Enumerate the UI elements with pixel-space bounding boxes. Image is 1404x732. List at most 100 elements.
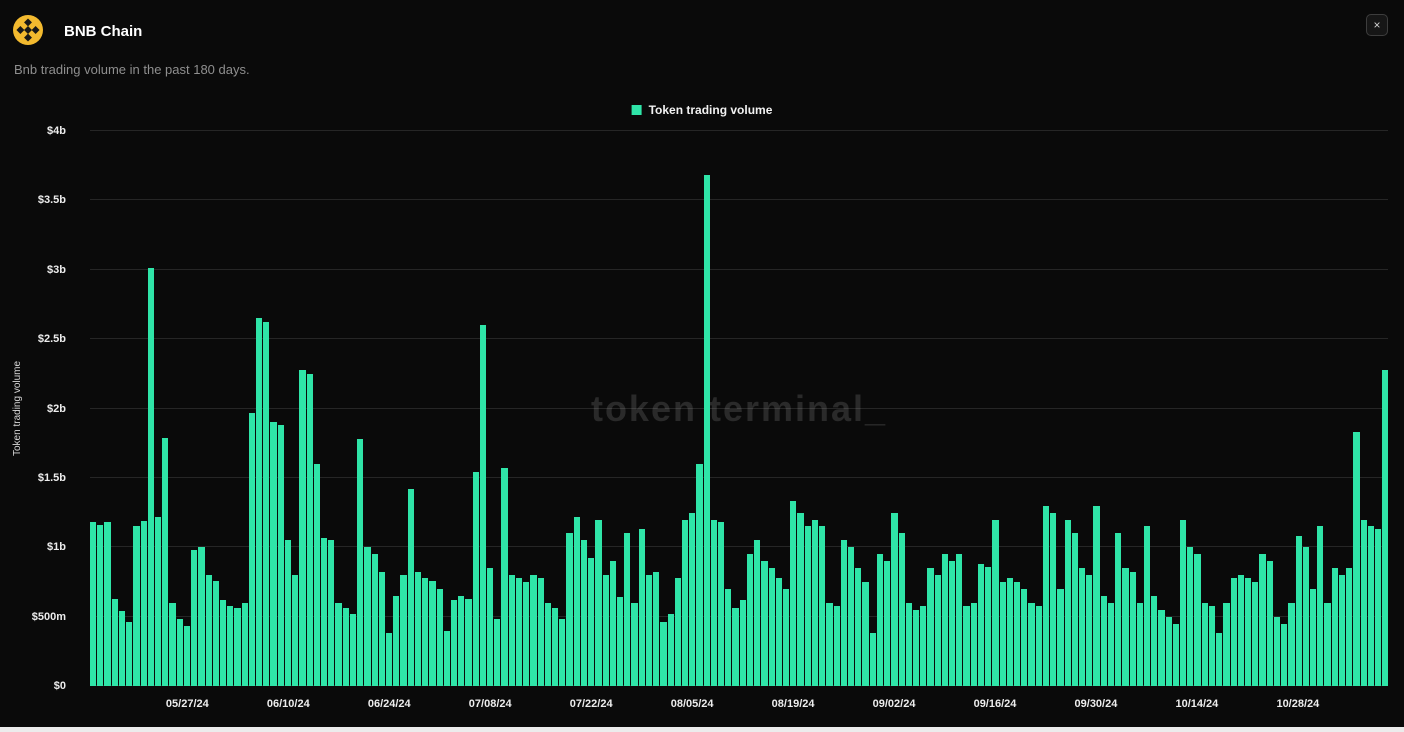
volume-bar[interactable] — [422, 577, 429, 686]
volume-bar[interactable] — [876, 554, 884, 686]
volume-bar[interactable] — [465, 598, 472, 686]
volume-bar[interactable] — [169, 602, 176, 686]
volume-bar[interactable] — [1360, 519, 1367, 686]
volume-bar[interactable] — [335, 602, 342, 686]
volume-bar[interactable] — [313, 464, 320, 686]
volume-bar[interactable] — [328, 540, 335, 686]
volume-bar[interactable] — [869, 633, 876, 686]
volume-bar[interactable] — [833, 605, 840, 686]
legend[interactable]: Token trading volume — [631, 103, 772, 117]
volume-bar[interactable] — [1172, 623, 1180, 686]
volume-bar[interactable] — [349, 613, 357, 686]
volume-bar[interactable] — [212, 580, 219, 686]
volume-bar[interactable] — [183, 626, 191, 686]
volume-bar[interactable] — [790, 501, 797, 686]
volume-bar[interactable] — [1064, 519, 1071, 686]
volume-bar[interactable] — [1122, 568, 1129, 686]
volume-bar[interactable] — [616, 597, 624, 686]
volume-bar[interactable] — [689, 512, 696, 686]
volume-bar[interactable] — [1295, 536, 1302, 686]
volume-bar[interactable] — [126, 622, 133, 686]
volume-bar[interactable] — [277, 425, 284, 686]
volume-bar[interactable] — [1317, 526, 1324, 686]
volume-bar[interactable] — [725, 588, 732, 686]
volume-bar[interactable] — [147, 268, 154, 686]
volume-bar[interactable] — [494, 619, 501, 686]
volume-bar[interactable] — [1201, 602, 1208, 686]
volume-bar[interactable] — [393, 595, 400, 686]
volume-bar[interactable] — [1035, 605, 1042, 686]
volume-bar[interactable] — [385, 633, 393, 686]
volume-bar[interactable] — [1230, 577, 1237, 686]
volume-bar[interactable] — [284, 540, 292, 686]
volume-bar[interactable] — [1245, 577, 1252, 686]
volume-bar[interactable] — [407, 488, 414, 686]
volume-bar[interactable] — [840, 540, 847, 686]
volume-bar[interactable] — [819, 526, 826, 686]
volume-bar[interactable] — [624, 533, 631, 686]
volume-bar[interactable] — [487, 568, 494, 686]
volume-bar[interactable] — [1259, 554, 1266, 686]
volume-bar[interactable] — [602, 575, 609, 686]
volume-bar[interactable] — [739, 599, 746, 686]
volume-bar[interactable] — [544, 602, 551, 686]
volume-bar[interactable] — [1252, 581, 1259, 686]
volume-bar[interactable] — [912, 609, 920, 686]
volume-bar[interactable] — [674, 577, 681, 686]
volume-bar[interactable] — [1129, 572, 1136, 686]
volume-bar[interactable] — [703, 175, 710, 686]
volume-bar[interactable] — [1216, 633, 1223, 686]
volume-bar[interactable] — [523, 581, 530, 686]
volume-bar[interactable] — [898, 533, 905, 686]
volume-bar[interactable] — [573, 516, 580, 686]
volume-bar[interactable] — [436, 588, 443, 686]
volume-bar[interactable] — [1086, 575, 1093, 686]
volume-bar[interactable] — [472, 472, 479, 686]
volume-bar[interactable] — [1107, 602, 1115, 686]
volume-bar[interactable] — [891, 512, 898, 686]
volume-bar[interactable] — [920, 605, 927, 686]
volume-bar[interactable] — [205, 575, 212, 686]
volume-bar[interactable] — [1346, 568, 1353, 686]
volume-bar[interactable] — [710, 519, 718, 686]
volume-bar[interactable] — [783, 588, 790, 686]
volume-bar[interactable] — [559, 619, 566, 686]
volume-bar[interactable] — [963, 605, 970, 686]
volume-bar[interactable] — [732, 608, 739, 686]
volume-bar[interactable] — [927, 568, 934, 686]
volume-bar[interactable] — [1208, 605, 1216, 686]
volume-bar[interactable] — [1071, 533, 1078, 686]
volume-bar[interactable] — [133, 526, 140, 686]
volume-bar[interactable] — [458, 595, 465, 686]
volume-bar[interactable] — [999, 581, 1006, 686]
volume-bar[interactable] — [256, 318, 263, 686]
volume-bar[interactable] — [660, 622, 667, 686]
volume-bar[interactable] — [162, 437, 169, 686]
volume-bar[interactable] — [1042, 505, 1050, 686]
volume-bar[interactable] — [1302, 547, 1309, 686]
volume-bar[interactable] — [667, 613, 674, 686]
volume-bar[interactable] — [292, 575, 299, 686]
volume-bar[interactable] — [342, 608, 349, 686]
volume-bar[interactable] — [501, 468, 508, 686]
volume-bar[interactable] — [154, 516, 162, 686]
volume-bar[interactable] — [811, 519, 819, 686]
volume-bar[interactable] — [1374, 529, 1382, 686]
volume-bar[interactable] — [1353, 432, 1360, 686]
volume-bar[interactable] — [977, 563, 985, 686]
volume-bar[interactable] — [754, 540, 761, 686]
volume-bar[interactable] — [1006, 577, 1013, 686]
volume-bar[interactable] — [1158, 609, 1165, 686]
volume-bar[interactable] — [595, 519, 602, 686]
volume-bar[interactable] — [1143, 526, 1151, 686]
volume-bar[interactable] — [450, 599, 458, 686]
volume-bar[interactable] — [1057, 588, 1064, 686]
volume-bar[interactable] — [1180, 519, 1187, 686]
volume-bar[interactable] — [1338, 575, 1346, 686]
volume-bar[interactable] — [1288, 602, 1295, 686]
volume-bar[interactable] — [768, 568, 775, 686]
volume-bar[interactable] — [552, 608, 559, 686]
volume-bar[interactable] — [956, 554, 963, 686]
volume-bar[interactable] — [985, 566, 992, 686]
volume-bar[interactable] — [111, 598, 118, 686]
